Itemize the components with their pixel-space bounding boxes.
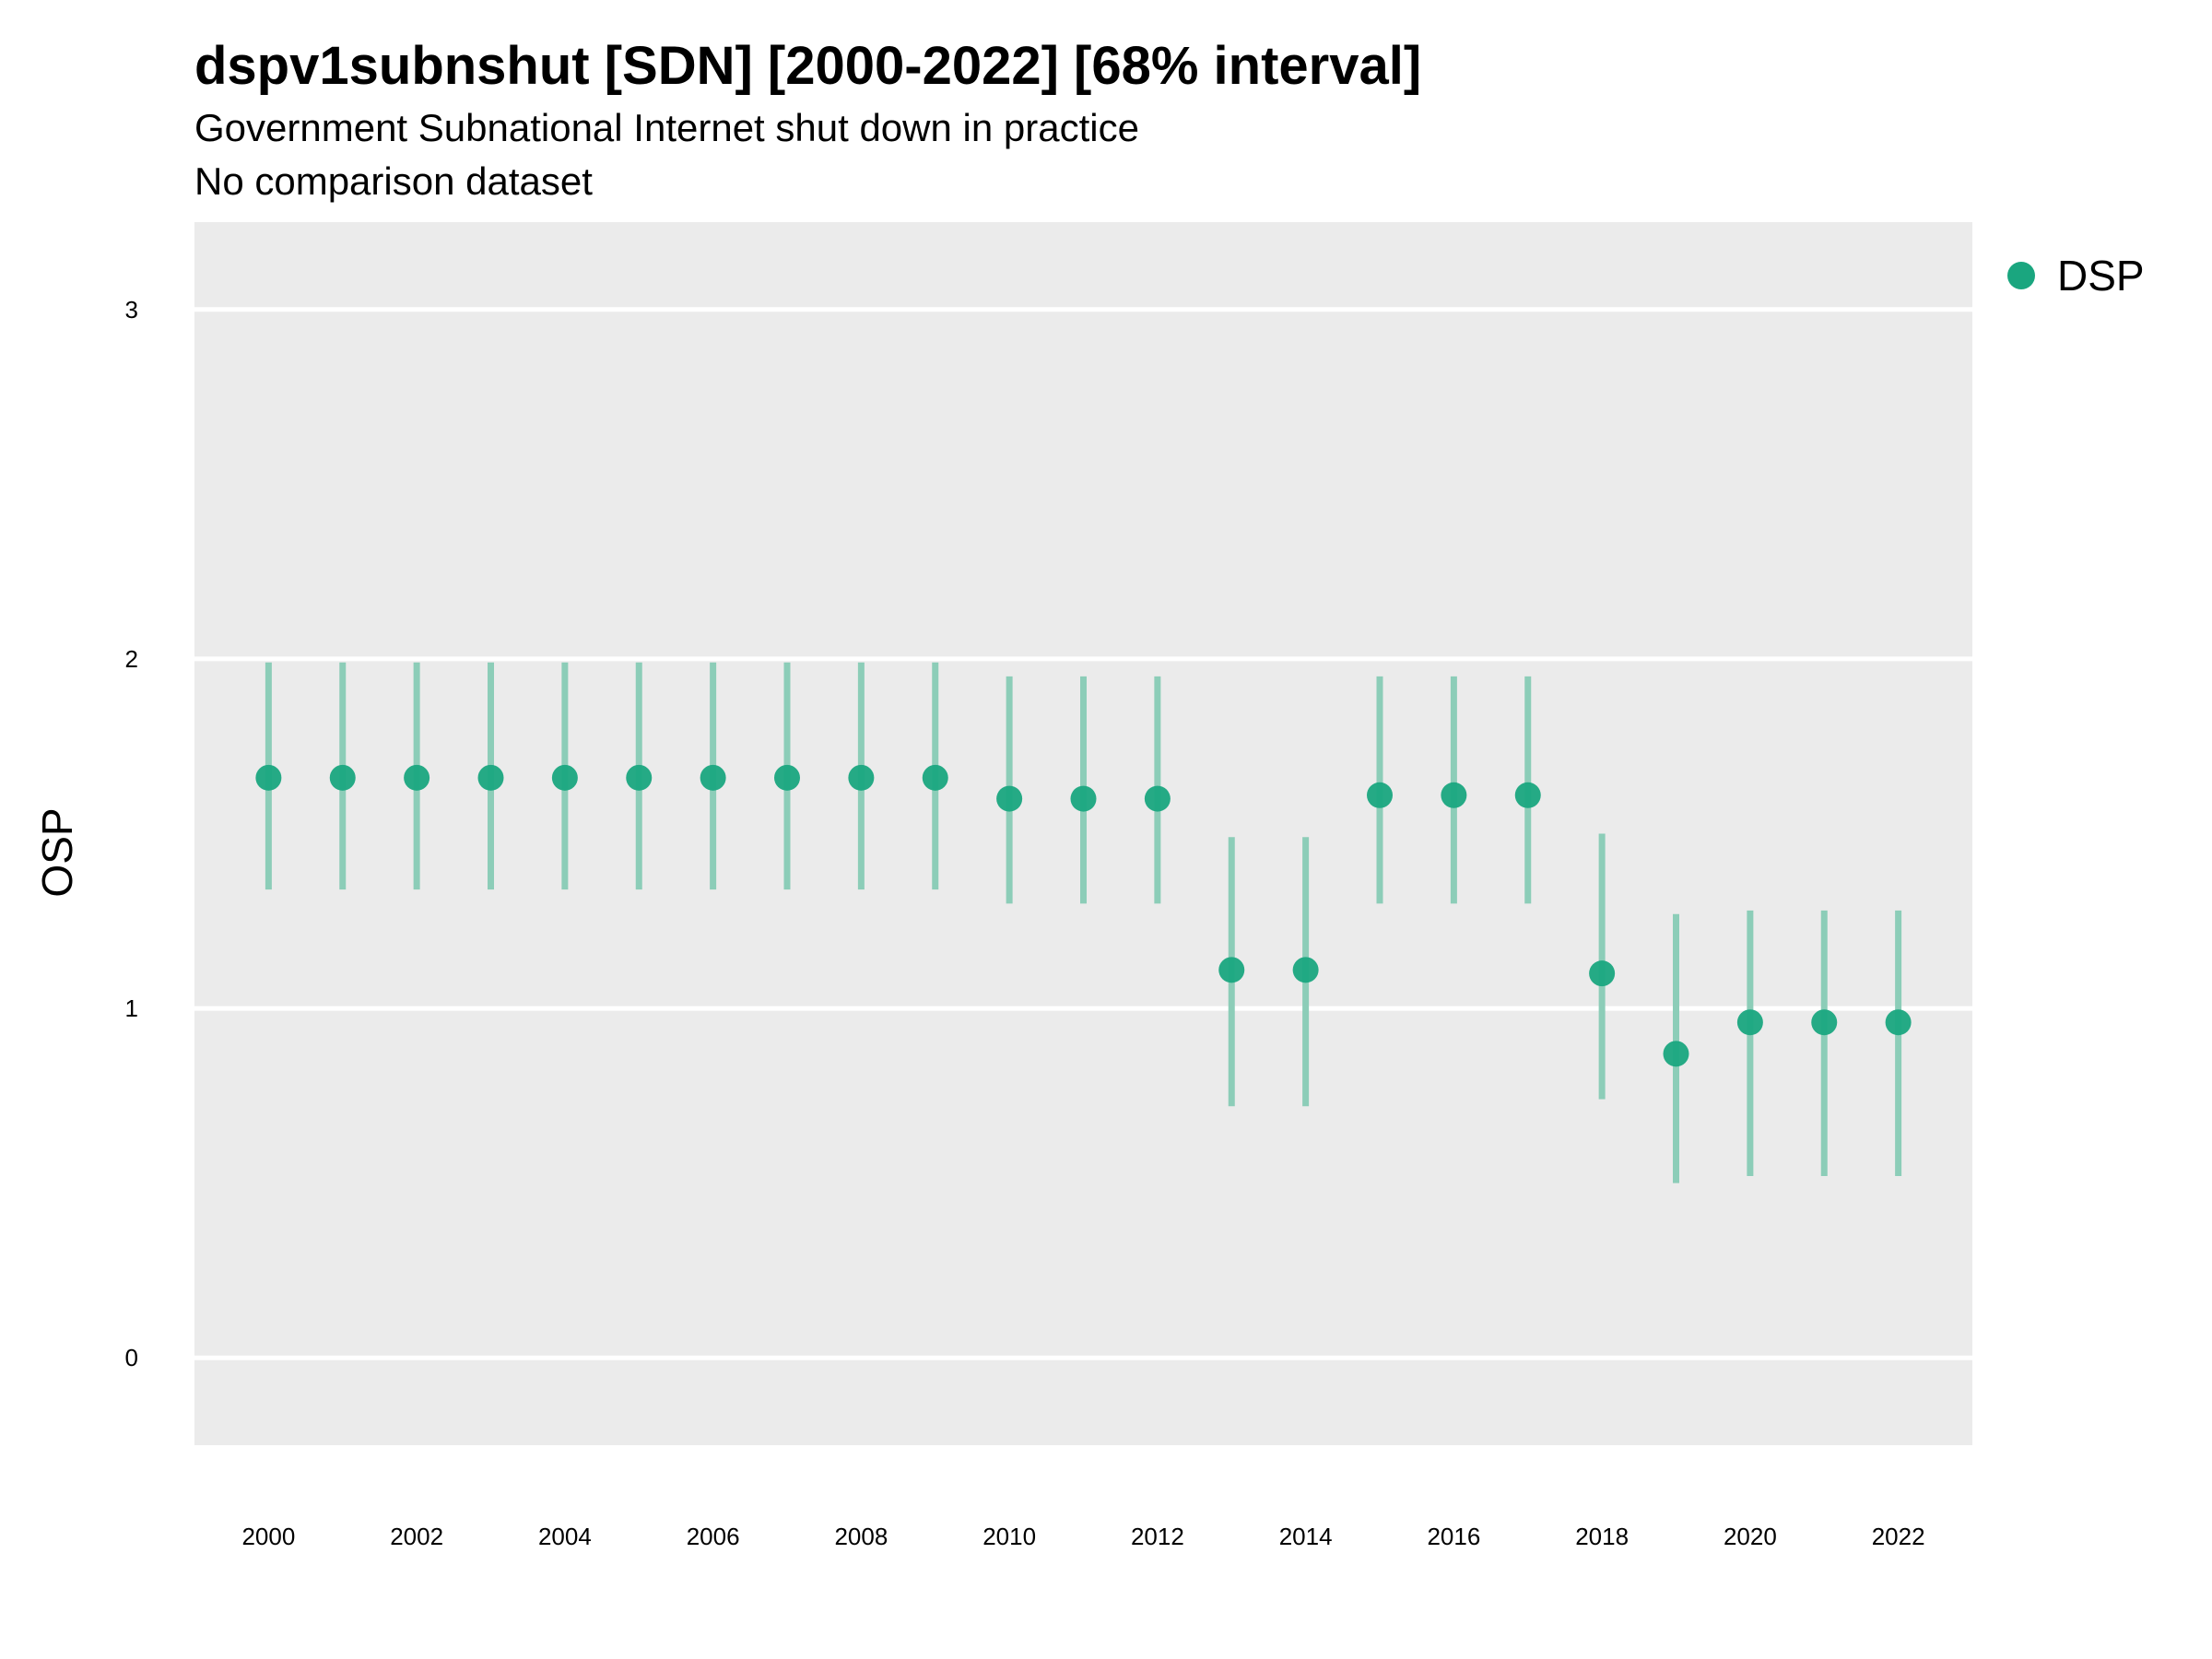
legend-dot-icon — [2007, 262, 2035, 289]
x-tick-label: 2000 — [241, 1523, 295, 1550]
x-tick-label: 2020 — [1724, 1523, 1777, 1550]
legend: DSP — [2007, 251, 2145, 300]
data-point — [477, 764, 504, 791]
data-point — [1811, 1009, 1838, 1036]
data-point — [255, 764, 282, 791]
x-tick-label: 2008 — [834, 1523, 888, 1550]
x-tick-label: 2010 — [982, 1523, 1036, 1550]
data-point — [626, 764, 653, 791]
data-point — [1441, 782, 1467, 808]
chart-title: dspv1subnshut [SDN] [2000-2022] [68% int… — [194, 36, 1422, 96]
estimate-points — [255, 764, 1912, 1067]
y-tick-label: 2 — [125, 645, 138, 673]
x-axis-ticks: 2000 2002 2004 2006 2008 2010 2012 2014 2016 2018… — [241, 1523, 1924, 1550]
x-tick-label: 2022 — [1872, 1523, 1925, 1550]
data-point — [1514, 782, 1541, 808]
x-tick-label: 2016 — [1427, 1523, 1480, 1550]
y-tick-label: 1 — [125, 994, 138, 1022]
chart-subtitle: Government Subnational Internet shut dow… — [194, 106, 1139, 149]
data-point — [1885, 1009, 1912, 1036]
data-point — [1736, 1009, 1763, 1036]
x-tick-label: 2014 — [1279, 1523, 1333, 1550]
data-point — [1292, 957, 1319, 983]
data-point — [551, 764, 578, 791]
y-tick-label: 0 — [125, 1344, 138, 1371]
y-axis-ticks: 0 1 2 3 — [125, 296, 138, 1371]
data-point — [1367, 782, 1393, 808]
data-point — [996, 785, 1023, 812]
data-point — [1663, 1041, 1689, 1067]
chart-subtitle-comparison: No comparison dataset — [194, 159, 593, 203]
x-tick-label: 2002 — [390, 1523, 443, 1550]
data-point — [1589, 960, 1616, 987]
data-point — [1218, 957, 1245, 983]
data-point — [404, 764, 430, 791]
legend-label: DSP — [2057, 252, 2145, 300]
x-tick-label: 2006 — [687, 1523, 740, 1550]
data-point — [774, 764, 800, 791]
x-tick-label: 2004 — [538, 1523, 592, 1550]
data-point — [1070, 785, 1097, 812]
y-tick-label: 3 — [125, 296, 138, 324]
data-point — [848, 764, 875, 791]
data-point — [329, 764, 356, 791]
data-point — [922, 764, 948, 791]
x-tick-label: 2018 — [1575, 1523, 1629, 1550]
data-point — [700, 764, 726, 791]
x-tick-label: 2012 — [1131, 1523, 1184, 1550]
data-point — [1144, 785, 1171, 812]
